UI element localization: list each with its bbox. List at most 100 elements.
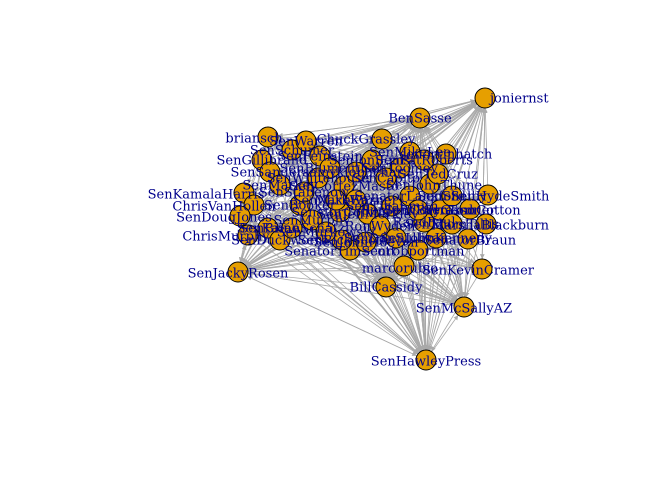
node-cindyhydesmith: [477, 184, 499, 206]
node-label-billcassidy: BillCassidy: [350, 281, 424, 296]
node-label-senstabenow: SenStabenow: [259, 186, 349, 201]
graph-edge-460: [270, 164, 372, 222]
node-label-senkamalaharris: SenKamalaHarris: [148, 188, 265, 203]
node-senmarkey: [269, 174, 291, 196]
node-label-senmarkey: SenMarkey: [242, 179, 318, 194]
graph-edge-403: [348, 220, 362, 234]
node-senwarren: [295, 130, 317, 152]
graph-edge-348: [240, 200, 245, 207]
graph-edge-119: [423, 169, 429, 351]
node-sentinasmith: [381, 195, 403, 217]
graph-edge-376: [301, 150, 311, 156]
node-label-senshelby: SenShelby: [417, 190, 487, 205]
node-label-senrandpaul: RandPaul: [393, 216, 456, 231]
node-senjohnkennedy: [425, 227, 447, 249]
node-label-senorrinhatch: senorrinhatch: [400, 148, 493, 163]
node-label-joniernst: joniernst: [488, 92, 549, 107]
graph-edge-45: [425, 125, 441, 147]
node-chrismurphy: [237, 224, 259, 246]
node-label-senhawleypress: SenHawleyPress: [371, 355, 481, 370]
node-label-bensasse: BenSasse: [388, 112, 452, 127]
node-senmcsallyaz: [453, 296, 475, 318]
graph-edge-153: [395, 288, 455, 305]
node-senshelby: [441, 185, 463, 207]
node-senpatroberts: [413, 149, 435, 171]
graph-edge-428: [280, 159, 293, 231]
node-label-senschumer: SenSchumer: [250, 144, 335, 159]
graph-edge-151: [247, 272, 377, 288]
node-label-senjackyrosen: SenJackyRosen: [188, 267, 289, 282]
node-label-sendansullivan: SenDanSullivan: [344, 232, 449, 247]
node-senjohnbarrasso: [407, 199, 429, 221]
node-joniernst: [474, 87, 496, 109]
graph-edge-477: [453, 233, 465, 298]
node-blackburn: [475, 213, 497, 235]
graph-edge-375: [329, 156, 363, 162]
node-label-senatorcollins: SenatorCollins: [291, 206, 388, 221]
node-label-senwarren: SenWarren: [269, 135, 343, 150]
node-label-senronwyden: RonWyden: [345, 220, 416, 235]
node-label-senjoniernst: SenJoniErnst: [329, 154, 416, 169]
node-label-senkaine: SenKaine: [237, 222, 300, 237]
node-sencapito: [375, 167, 397, 189]
graph-edge-293: [257, 237, 455, 305]
graph-edge-496: [454, 107, 483, 187]
node-mikebraun: [457, 228, 479, 250]
node-senblumenthal: [319, 157, 341, 179]
node-label-senfeinstein: SenFeinstein: [277, 150, 363, 165]
node-label-senjohnhoeven: SenJohnHoeven: [313, 236, 419, 251]
node-sendansullivan: [385, 227, 407, 249]
graph-edge-14: [451, 105, 480, 147]
graph-edge-292: [239, 244, 246, 263]
graph-edge-44: [315, 118, 411, 140]
node-label-marcorubio: marcorubio: [362, 262, 438, 277]
graph-edge-12: [315, 99, 476, 140]
node-label-senbrianschatz: SenBrianSchatz: [239, 222, 345, 237]
node-label-sencapito: SenCapito: [352, 172, 420, 187]
graph-edge-75: [329, 140, 373, 154]
node-label-senrickscott: SenRickScott: [298, 234, 387, 249]
node-senmurkowski: [315, 221, 337, 243]
node-senstabenow: [293, 181, 315, 203]
node-label-senmcsallyaz: SenMcSallyAZ: [416, 302, 512, 317]
node-senthomtillis: [441, 213, 463, 235]
node-senmikeenzi: [325, 189, 347, 211]
node-label-senmurkowski: SenMurkowski: [277, 226, 375, 241]
node-label-timscott: SenatorTimScott: [284, 245, 396, 260]
graph-edge-91: [430, 277, 478, 352]
node-label-chrismurphy: ChrisMurphy: [182, 230, 270, 245]
node-label-senblumenthal: SenBlumenthal: [280, 162, 381, 177]
node-label-senwhitehouse: SenWhitehouse: [267, 172, 370, 187]
node-label-senmurphy: SenMurphy: [274, 214, 352, 229]
node-label-kevincramer: SenKevinCramer: [422, 264, 535, 279]
node-label-sentedcruz: SenTedCruz: [398, 168, 478, 183]
node-senronwyden: [369, 215, 391, 237]
graph-edge-440: [326, 122, 412, 174]
node-sentedcruz: [427, 163, 449, 185]
node-label-senjeffmerkley: SenJeffMerkley: [317, 208, 419, 223]
node-label-sencortezmasto: SenCortezMasto: [289, 180, 399, 195]
node-label-senrobportman: senrobportman: [363, 245, 465, 260]
node-chuckgrassley: [371, 128, 393, 150]
node-senhawleypress: [415, 349, 437, 371]
node-label-sentinasmith: SenTinaSmith: [346, 200, 440, 215]
node-label-briansch: briansch: [225, 132, 283, 147]
node-senamyklobuchar: [345, 161, 367, 183]
node-label-cindyhydesmith: SenHydeSmith: [451, 190, 550, 205]
node-label-cotton: SenTomCotton: [423, 204, 521, 219]
node-cotton: [459, 198, 481, 220]
graph-edge-107: [287, 245, 419, 355]
node-senjohnhoeven: [355, 231, 377, 253]
node-marcorubio: [393, 255, 415, 277]
graph-edge-406: [347, 247, 421, 353]
node-label-chuckgrassley: ChuckGrassley: [317, 133, 416, 148]
node-label-sendougjones: SenDougJones: [176, 211, 272, 226]
node-label-sengillibrand: SenGillibrand: [217, 154, 308, 169]
graph-edge-301: [289, 242, 455, 304]
node-label-senmarkwarner: MarkWarner: [314, 194, 398, 209]
graph-edge-61: [277, 136, 373, 142]
node-senbrianschatz: [281, 217, 303, 239]
node-layer: [227, 87, 499, 371]
